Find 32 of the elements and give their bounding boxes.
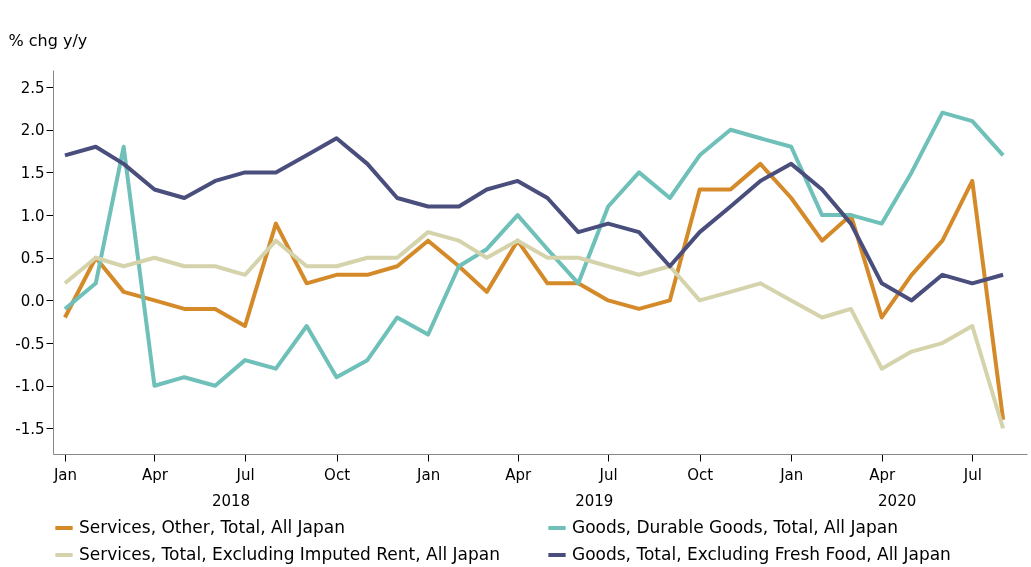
x-tick-label: Jul — [235, 465, 255, 484]
line-series — [62, 110, 1006, 388]
y-tick-label: 1.5 — [20, 163, 45, 182]
text: 2018 — [211, 492, 251, 510]
legend-label: Services, Other, Total, All Japan — [79, 517, 345, 537]
text: 2019 — [575, 492, 614, 510]
y-tick-label: 2.0 — [20, 121, 45, 140]
y-tick-label: -0.5 — [15, 334, 45, 353]
y-tick-label: -1.0 — [15, 377, 45, 396]
x-tick-label: Apr — [142, 465, 169, 484]
text: 2020 — [878, 492, 917, 510]
x-tick-label: Oct — [687, 465, 714, 484]
x-tick-label: Jan — [416, 465, 441, 484]
line-series — [62, 161, 1006, 422]
y-axis-title: % chg y/y — [8, 30, 88, 50]
x-tick-label: Jul — [598, 465, 618, 484]
legend-label: Services, Total, Excluding Imputed Rent, All Japan — [79, 544, 500, 564]
y-tick-label: -1.5 — [15, 419, 45, 438]
x-tick-label: Apr — [869, 465, 897, 484]
x-tick-label: Apr — [505, 465, 532, 484]
x-tick-label: Oct — [324, 465, 351, 484]
y-tick-label: 2.5 — [20, 78, 45, 97]
line-series — [62, 136, 1006, 303]
line-series — [62, 230, 1006, 431]
x-tick-label: Jan — [779, 465, 804, 484]
legend-label: Goods, Durable Goods, Total, All Japan — [572, 517, 898, 537]
x-tick-label: Jul — [962, 465, 982, 484]
y-tick-label: 1.0 — [20, 206, 45, 225]
legend-label: Goods, Total, Excluding Fresh Food, All Japan — [572, 544, 951, 564]
y-tick-label: 0.5 — [20, 249, 45, 268]
y-tick-label: 0.0 — [20, 291, 45, 310]
x-tick-label: Jan — [52, 465, 77, 484]
